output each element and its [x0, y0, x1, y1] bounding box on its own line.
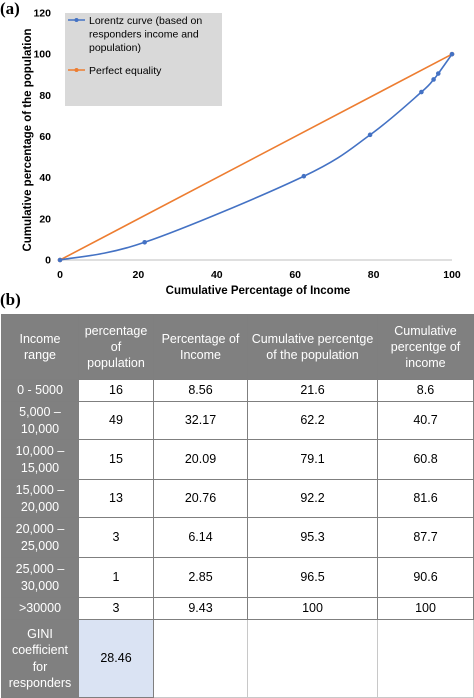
legend-marker-lorentz	[74, 18, 79, 22]
data-point-lorentz	[431, 77, 436, 82]
table-cell: 100	[377, 597, 474, 620]
table-cell: 95.3	[247, 517, 378, 558]
legend-text-equality: Perfect equality	[89, 65, 162, 77]
data-point-lorentz	[367, 132, 373, 138]
empty-cell	[247, 619, 378, 698]
x-tick-label: 20	[133, 269, 145, 281]
table-cell: 16	[78, 379, 154, 402]
table-cell: 40.7	[377, 401, 474, 440]
y-tick-label: 40	[39, 172, 51, 184]
x-tick-label: 40	[211, 269, 223, 281]
legend-box	[65, 13, 222, 106]
empty-cell	[377, 619, 474, 698]
income-range-cell: 0 - 5000	[1, 379, 79, 402]
column-header: Cumulative percentge of income	[377, 314, 474, 380]
y-tick-label: 80	[39, 90, 51, 102]
table-row: 15,000 – 20,000 13 20.76 92.2 81.6	[1, 479, 474, 518]
table-cell: 32.17	[153, 401, 248, 440]
table-cell: 49	[78, 401, 154, 440]
y-tick-label: 20	[39, 213, 51, 225]
data-point-lorentz	[449, 51, 455, 57]
table-cell: 90.6	[377, 557, 474, 598]
y-tick-label: 120	[33, 8, 51, 20]
table-row: 0 - 5000 16 8.56 21.6 8.6	[1, 379, 474, 402]
table-cell: 96.5	[247, 557, 378, 598]
y-tick-label: 60	[39, 131, 51, 143]
income-range-cell: 25,000 – 30,000	[1, 557, 79, 598]
table-cell: 21.6	[247, 379, 378, 402]
table-cell: 62.2	[247, 401, 378, 440]
table-row: >30000 3 9.43 100 100	[1, 597, 474, 620]
data-point-lorentz	[142, 239, 147, 245]
y-tick-label: 0	[45, 255, 51, 267]
column-header: Cumulative percentge of the population	[247, 314, 378, 380]
table-cell: 79.1	[247, 439, 378, 480]
income-table-body: Income range percentage of population Perc…	[1, 314, 474, 698]
column-header: percentage of population	[78, 314, 154, 380]
table-cell: 8.56	[153, 379, 248, 402]
gini-label: GINI coefficient for responders	[1, 619, 79, 698]
table-row: 20,000 – 25,000 3 6.14 95.3 87.7	[1, 517, 474, 558]
chart-series	[57, 51, 455, 263]
gini-value: 28.46	[78, 619, 154, 698]
income-range-cell: 10,000 – 15,000	[1, 439, 79, 480]
panel-b-label: (b)	[0, 290, 21, 309]
table-cell: 92.2	[247, 479, 378, 518]
empty-cell	[153, 619, 248, 698]
income-table: Income range percentage of population Perc…	[1, 314, 474, 698]
x-tick-label: 0	[57, 269, 63, 281]
x-tick-label: 80	[368, 269, 380, 281]
income-range-cell: 5,000 – 10,000	[1, 401, 79, 440]
table-cell: 8.6	[377, 379, 474, 402]
table-cell: 9.43	[153, 597, 248, 620]
table-cell: 6.14	[153, 517, 248, 558]
legend-text-lorentz: Lorentz curve (based on responders incom…	[89, 15, 205, 54]
income-range-cell: 15,000 – 20,000	[1, 479, 79, 518]
table-cell: 81.6	[377, 479, 474, 518]
table-cell: 15	[78, 439, 154, 480]
x-tick-label: 60	[289, 269, 301, 281]
data-point-lorentz	[301, 173, 307, 179]
table-cell: 100	[247, 597, 378, 620]
income-range-cell: 20,000 – 25,000	[1, 517, 79, 558]
table-header-row: Income range percentage of population Perc…	[1, 314, 474, 380]
table-cell: 3	[78, 597, 154, 620]
x-axis-label: Cumulative Percentage of Income	[166, 285, 351, 297]
table-row: 10,000 – 15,000 15 20.09 79.1 60.8	[1, 439, 474, 480]
column-header: Percentage of Income	[153, 314, 248, 380]
table-cell: 20.09	[153, 439, 248, 480]
y-axis-label: Cumulative percentage of the population	[22, 29, 34, 252]
table-row: 25,000 – 30,000 1 2.85 96.5 90.6	[1, 557, 474, 598]
table-cell: 13	[78, 479, 154, 518]
table-cell: 60.8	[377, 439, 474, 480]
column-header: Income range	[1, 314, 79, 380]
series-line-equality	[59, 53, 453, 261]
table-cell: 20.76	[153, 479, 248, 518]
table-cell: 2.85	[153, 557, 248, 598]
table-cell: 3	[78, 517, 154, 558]
gini-row: GINI coefficient for responders 28.46	[1, 619, 474, 698]
chart-tick-labels: 0 20 40 60 80 100 0 20 40 60 80 100 120	[33, 8, 460, 282]
income-range-cell: >30000	[1, 597, 79, 620]
lorenz-chart: 0 20 40 60 80 100 0 20 40 60 80 100 120 Lorentz curv…	[22, 8, 461, 298]
table-cell: 1	[78, 557, 154, 598]
y-tick-label: 100	[33, 49, 51, 61]
data-point-lorentz	[57, 257, 63, 263]
data-point-lorentz	[435, 71, 441, 76]
panel-a-label: (a)	[0, 0, 20, 18]
x-tick-label: 100	[443, 269, 461, 281]
table-row: 5,000 – 10,000 49 32.17 62.2 40.7	[1, 401, 474, 440]
legend-marker-equality	[74, 68, 79, 72]
chart-legend: Lorentz curve (based on responders incom…	[65, 13, 222, 106]
data-point-lorentz	[419, 89, 424, 95]
table-cell: 87.7	[377, 517, 474, 558]
